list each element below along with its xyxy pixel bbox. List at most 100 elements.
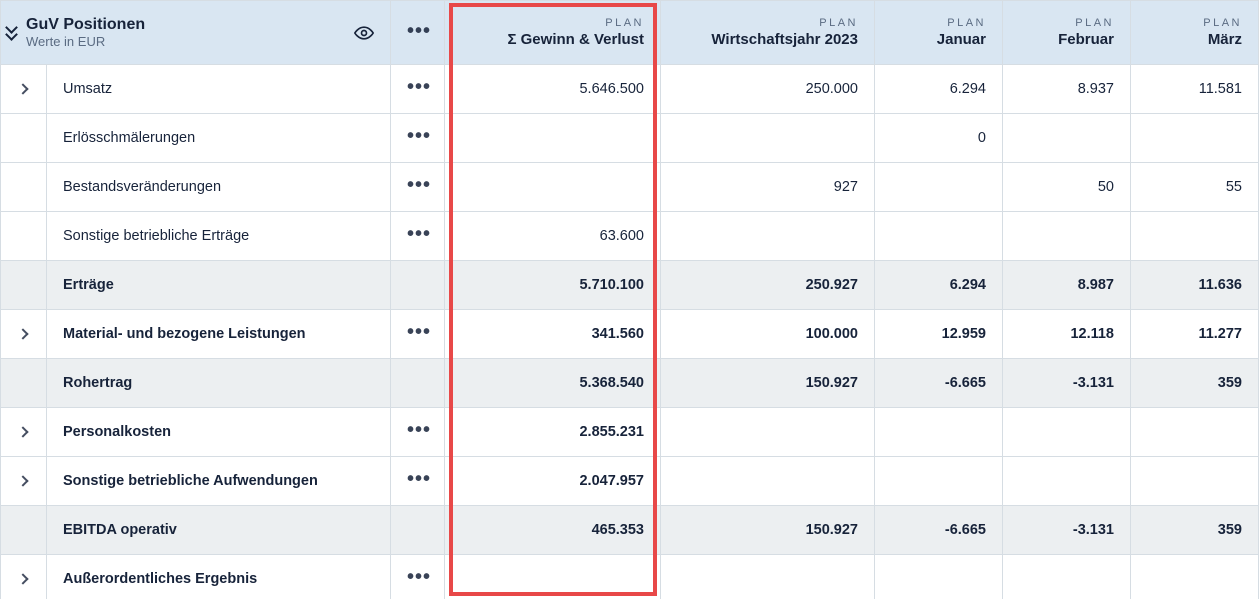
table-row: Sonstige betriebliche Erträge ••• 63.600 xyxy=(1,212,1259,261)
table-row: EBITDA operativ 465.353150.927-6.665-3.13… xyxy=(1,506,1259,555)
cell-m3[interactable]: 55 xyxy=(1131,163,1259,212)
col-header-sum[interactable]: PLAN Σ Gewinn & Verlust xyxy=(445,1,661,65)
cell-m1[interactable]: 6.294 xyxy=(875,65,1003,114)
cell-fy[interactable]: 250.000 xyxy=(661,65,875,114)
row-menu-icon[interactable]: ••• xyxy=(407,125,431,147)
cell-m1[interactable] xyxy=(875,408,1003,457)
cell-sum[interactable] xyxy=(445,555,661,599)
cell-fy[interactable]: 100.000 xyxy=(661,310,875,359)
header-row: GuV Positionen Werte in EUR ••• xyxy=(1,1,1259,65)
cell-sum[interactable]: 2.047.957 xyxy=(445,457,661,506)
cell-m2[interactable]: 8.987 xyxy=(1003,261,1131,310)
cell-m1[interactable]: 12.959 xyxy=(875,310,1003,359)
expand-icon[interactable] xyxy=(17,475,28,486)
cell-fy[interactable]: 250.927 xyxy=(661,261,875,310)
cell-m1[interactable] xyxy=(875,457,1003,506)
cell-fy[interactable] xyxy=(661,457,875,506)
cell-m1[interactable]: 6.294 xyxy=(875,261,1003,310)
table-row: Material- und bezogene Leistungen ••• 341.… xyxy=(1,310,1259,359)
table-row: Erträge 5.710.100250.9276.2948.98711.636 xyxy=(1,261,1259,310)
cell-sum[interactable]: 5.368.540 xyxy=(445,359,661,408)
cell-m3[interactable] xyxy=(1131,408,1259,457)
cell-m1[interactable] xyxy=(875,555,1003,599)
cell-m3[interactable]: 11.581 xyxy=(1131,65,1259,114)
cell-sum[interactable]: 5.646.500 xyxy=(445,65,661,114)
cell-m2[interactable] xyxy=(1003,408,1131,457)
cell-m2[interactable] xyxy=(1003,457,1131,506)
row-menu-icon[interactable]: ••• xyxy=(407,174,431,196)
cell-m1[interactable] xyxy=(875,212,1003,261)
table-row: Personalkosten ••• 2.855.231 xyxy=(1,408,1259,457)
cell-m1[interactable]: -6.665 xyxy=(875,506,1003,555)
cell-sum[interactable] xyxy=(445,163,661,212)
row-label[interactable]: Erlösschmälerungen xyxy=(47,114,391,163)
cell-fy[interactable] xyxy=(661,555,875,599)
row-label[interactable]: Sonstige betriebliche Erträge xyxy=(47,212,391,261)
cell-m3[interactable]: 11.277 xyxy=(1131,310,1259,359)
header-menu-icon[interactable]: ••• xyxy=(407,20,431,42)
row-menu-icon[interactable]: ••• xyxy=(407,419,431,441)
cell-fy[interactable]: 927 xyxy=(661,163,875,212)
cell-m1[interactable]: -6.665 xyxy=(875,359,1003,408)
row-label[interactable]: Sonstige betriebliche Aufwendungen xyxy=(47,457,391,506)
expand-icon[interactable] xyxy=(17,574,28,585)
table-row: Bestandsveränderungen ••• 927 5055 xyxy=(1,163,1259,212)
table-row: Erlösschmälerungen ••• 0 xyxy=(1,114,1259,163)
cell-m3[interactable]: 11.636 xyxy=(1131,261,1259,310)
cell-m3[interactable]: 359 xyxy=(1131,506,1259,555)
cell-m2[interactable]: 50 xyxy=(1003,163,1131,212)
cell-m1[interactable] xyxy=(875,163,1003,212)
row-menu-icon[interactable]: ••• xyxy=(407,321,431,343)
cell-m2[interactable]: 8.937 xyxy=(1003,65,1131,114)
cell-sum[interactable]: 341.560 xyxy=(445,310,661,359)
collapse-all-icon[interactable] xyxy=(7,27,16,39)
cell-m3[interactable] xyxy=(1131,114,1259,163)
row-menu-icon[interactable]: ••• xyxy=(407,468,431,490)
row-label[interactable]: EBITDA operativ xyxy=(47,506,391,555)
cell-m2[interactable] xyxy=(1003,212,1131,261)
expand-icon[interactable] xyxy=(17,426,28,437)
cell-fy[interactable]: 150.927 xyxy=(661,506,875,555)
table-row: Umsatz ••• 5.646.500250.0006.2948.93711.58… xyxy=(1,65,1259,114)
cell-m3[interactable]: 359 xyxy=(1131,359,1259,408)
cell-m1[interactable]: 0 xyxy=(875,114,1003,163)
row-label[interactable]: Umsatz xyxy=(47,65,391,114)
col-header-m1[interactable]: PLAN Januar xyxy=(875,1,1003,65)
table-row: Sonstige betriebliche Aufwendungen ••• 2.0… xyxy=(1,457,1259,506)
row-menu-icon[interactable]: ••• xyxy=(407,76,431,98)
cell-m2[interactable]: 12.118 xyxy=(1003,310,1131,359)
col-header-fy[interactable]: PLAN Wirtschaftsjahr 2023 xyxy=(661,1,875,65)
cell-sum[interactable]: 5.710.100 xyxy=(445,261,661,310)
row-menu-icon[interactable]: ••• xyxy=(407,223,431,245)
cell-m3[interactable] xyxy=(1131,555,1259,599)
cell-sum[interactable]: 2.855.231 xyxy=(445,408,661,457)
table-title: GuV Positionen xyxy=(26,16,145,33)
row-label[interactable]: Außerordentliches Ergebnis xyxy=(47,555,391,599)
cell-m2[interactable] xyxy=(1003,114,1131,163)
row-label[interactable]: Rohertrag xyxy=(47,359,391,408)
expand-icon[interactable] xyxy=(17,328,28,339)
expand-icon[interactable] xyxy=(17,83,28,94)
cell-fy[interactable] xyxy=(661,212,875,261)
cell-m2[interactable]: -3.131 xyxy=(1003,506,1131,555)
cell-m2[interactable] xyxy=(1003,555,1131,599)
col-header-m3[interactable]: PLAN März xyxy=(1131,1,1259,65)
cell-sum[interactable]: 465.353 xyxy=(445,506,661,555)
visibility-icon[interactable] xyxy=(354,23,374,43)
row-label[interactable]: Erträge xyxy=(47,261,391,310)
cell-m2[interactable]: -3.131 xyxy=(1003,359,1131,408)
row-label[interactable]: Material- und bezogene Leistungen xyxy=(47,310,391,359)
row-label[interactable]: Bestandsveränderungen xyxy=(47,163,391,212)
cell-fy[interactable]: 150.927 xyxy=(661,359,875,408)
cell-m3[interactable] xyxy=(1131,457,1259,506)
cell-sum[interactable] xyxy=(445,114,661,163)
cell-fy[interactable] xyxy=(661,408,875,457)
cell-sum[interactable]: 63.600 xyxy=(445,212,661,261)
table-row: Außerordentliches Ergebnis ••• xyxy=(1,555,1259,599)
col-header-m2[interactable]: PLAN Februar xyxy=(1003,1,1131,65)
cell-m3[interactable] xyxy=(1131,212,1259,261)
row-label[interactable]: Personalkosten xyxy=(47,408,391,457)
cell-fy[interactable] xyxy=(661,114,875,163)
row-menu-icon[interactable]: ••• xyxy=(407,566,431,588)
pl-table: GuV Positionen Werte in EUR ••• xyxy=(0,0,1259,599)
